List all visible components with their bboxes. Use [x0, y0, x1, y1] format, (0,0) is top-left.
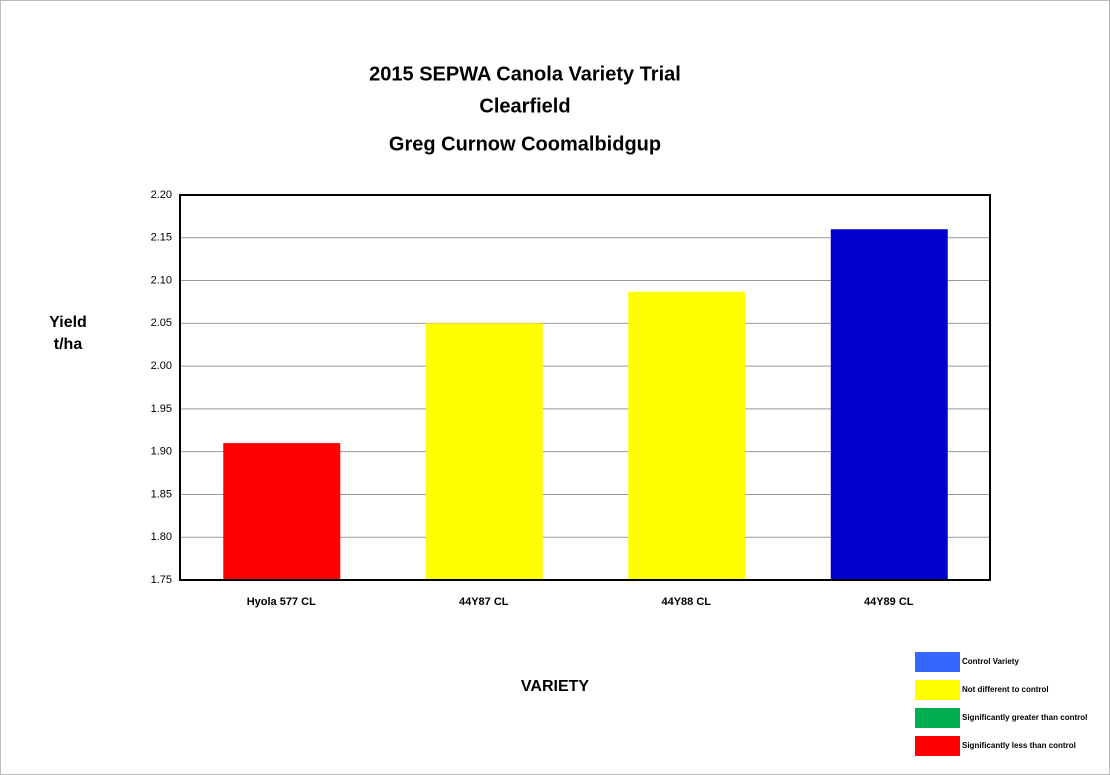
- x-tick-label: 44Y89 CL: [864, 596, 914, 608]
- legend-label: Significantly greater than control: [962, 713, 1087, 722]
- x-tick-label: Hyola 577 CL: [247, 596, 316, 608]
- legend-label: Not different to control: [962, 685, 1049, 694]
- plot-frame: [179, 194, 991, 581]
- y-tick-label: 2.15: [151, 232, 172, 244]
- y-tick-label: 1.80: [151, 531, 172, 543]
- y-axis-label: t/ha: [54, 336, 83, 353]
- y-tick-label: 2.20: [151, 189, 172, 201]
- chart-title: 2015 SEPWA Canola Variety Trial: [369, 63, 681, 85]
- x-tick-label: 44Y87 CL: [459, 596, 509, 608]
- x-axis-label: VARIETY: [521, 678, 589, 695]
- y-tick-label: 2.00: [151, 360, 172, 372]
- bar: [223, 443, 341, 580]
- legend-swatch: [915, 708, 960, 728]
- bar: [425, 323, 543, 580]
- y-tick-label: 1.95: [151, 403, 172, 415]
- chart-title: Clearfield: [479, 95, 570, 117]
- legend-label: Significantly less than control: [962, 741, 1076, 750]
- legend-label: Control Variety: [962, 657, 1019, 666]
- chart-title: Greg Curnow Coomalbidgup: [389, 133, 661, 155]
- bar: [628, 291, 746, 580]
- legend-swatch: [915, 736, 960, 756]
- y-tick-label: 1.85: [151, 488, 172, 500]
- y-tick-label: 2.10: [151, 274, 172, 286]
- y-tick-label: 1.90: [151, 446, 172, 458]
- x-tick-label: 44Y88 CL: [661, 596, 711, 608]
- legend-swatch: [915, 652, 960, 672]
- y-tick-label: 1.75: [151, 574, 172, 586]
- legend-swatch: [915, 680, 960, 700]
- y-axis-label: Yield: [49, 314, 87, 331]
- bar: [830, 229, 948, 580]
- y-tick-label: 2.05: [151, 317, 172, 329]
